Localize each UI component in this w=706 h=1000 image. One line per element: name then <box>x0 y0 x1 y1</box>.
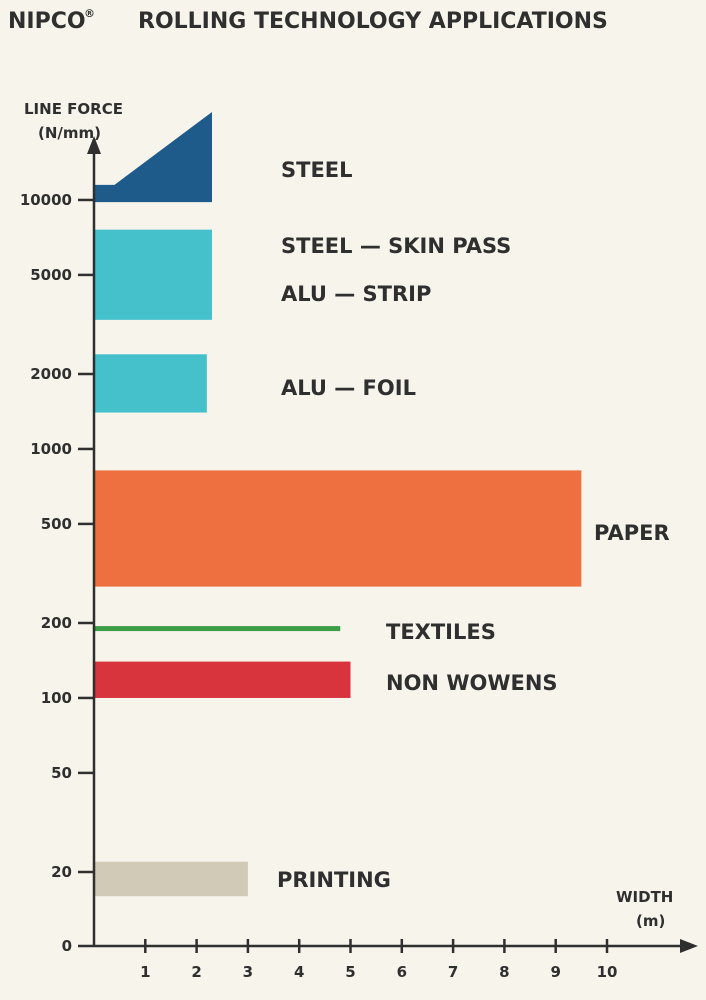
bar-alu-foil <box>94 354 207 413</box>
y-tick-label: 50 <box>51 764 72 782</box>
label-textiles: TEXTILES <box>386 620 496 644</box>
bar-printing <box>94 861 248 897</box>
chart-title: ROLLING TECHNOLOGY APPLICATIONS <box>138 9 608 34</box>
x-tick-label: 8 <box>499 963 509 981</box>
label-non-wowens: NON WOWENS <box>386 671 558 695</box>
x-tick-label: 9 <box>550 963 560 981</box>
x-tick-label: 4 <box>294 963 304 981</box>
y-axis-title-line1: LINE FORCE <box>24 100 123 118</box>
bar-textiles <box>94 626 341 632</box>
bar-steel-skin-pass <box>94 229 212 320</box>
y-tick-label: 500 <box>41 515 72 533</box>
brand-name: NIPCO <box>8 9 86 34</box>
y-tick-label: 100 <box>41 689 72 707</box>
y-tick-label: 1000 <box>30 440 72 458</box>
y-axis-title-line2: (N/mm) <box>38 124 101 142</box>
x-axis-title-line2: (m) <box>636 912 665 930</box>
y-tick-label: 5000 <box>30 266 72 284</box>
y-tick-label: 200 <box>41 614 72 632</box>
x-tick-label: 6 <box>397 963 407 981</box>
bars-group <box>94 112 582 897</box>
x-tick-label: 1 <box>140 963 150 981</box>
label-steel: STEEL <box>281 158 353 182</box>
registered-mark: ® <box>84 7 95 20</box>
y-tick-label: 20 <box>51 863 72 881</box>
label-alu-foil: ALU — FOIL <box>281 376 416 400</box>
y-axis-arrow <box>87 136 101 154</box>
series-labels-group: STEEL STEEL — SKIN PASS ALU — STRIP ALU — F… <box>277 158 670 892</box>
label-alu-strip: ALU — STRIP <box>281 282 431 306</box>
bar-steel <box>94 112 212 203</box>
x-tick-label: 10 <box>597 963 618 981</box>
x-tick-label: 3 <box>243 963 253 981</box>
x-tick-label: 5 <box>345 963 355 981</box>
bar-paper <box>94 470 582 587</box>
label-paper: PAPER <box>594 521 670 545</box>
x-axis-arrow <box>680 939 698 953</box>
y-tick-label: 10000 <box>20 191 72 209</box>
label-printing: PRINTING <box>277 868 391 892</box>
label-steel-skin-pass: STEEL — SKIN PASS <box>281 234 511 258</box>
x-tick-label: 2 <box>191 963 201 981</box>
y-tick-label: 0 <box>62 937 72 955</box>
axes-group: 0 20 50 100 200 500 1000 2000 5000 10000 1 2 3 4 5 6 7 8 9… <box>20 136 698 981</box>
x-tick-label: 7 <box>448 963 458 981</box>
bar-non-wowens <box>94 661 351 698</box>
y-tick-label: 2000 <box>30 365 72 383</box>
x-axis-title-line1: WIDTH <box>616 888 673 906</box>
